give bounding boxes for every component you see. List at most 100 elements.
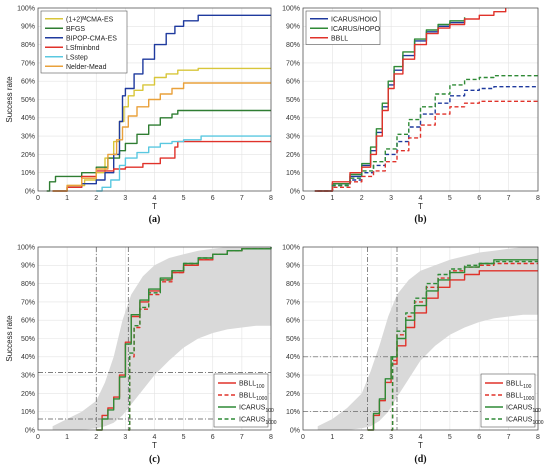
x-tick-label: 3: [123, 434, 127, 441]
y-tick-label: 80%: [286, 42, 300, 49]
series-line-0: [367, 270, 538, 431]
x-tick-label: 0: [301, 434, 305, 441]
legend-entry-subscript: 100: [256, 384, 265, 390]
x-tick-label: 7: [507, 434, 511, 441]
x-tick-label: 4: [153, 195, 157, 202]
legend-entry-subscript: 100: [532, 408, 541, 414]
legend-entry-label: ICARUS: [506, 417, 533, 424]
y-tick-label: 50%: [21, 336, 35, 343]
x-tick-label: 5: [448, 434, 452, 441]
y-tick-label: 30%: [21, 134, 35, 141]
x-tick-label: 0: [36, 195, 40, 202]
y-tick-label: 50%: [286, 97, 300, 104]
x-tick-label: 3: [389, 195, 393, 202]
x-tick-label: 7: [240, 434, 244, 441]
legend-entry-subscript: 1000: [256, 396, 267, 402]
x-axis-label: T: [152, 441, 157, 450]
y-tick-label: 70%: [286, 60, 300, 67]
y-tick-label: 90%: [21, 263, 35, 270]
y-tick-label: 20%: [286, 391, 300, 398]
legend-entry-subscript: 1000: [523, 396, 534, 402]
legend-entry-subscript: 100: [523, 384, 532, 390]
series-line-3: [317, 86, 538, 192]
x-tick-label: 8: [536, 434, 540, 441]
legend-entry: BBLL100: [506, 381, 532, 391]
y-tick-label: 40%: [21, 354, 35, 361]
range-band: [52, 247, 271, 430]
y-tick-label: 20%: [21, 152, 35, 159]
panel-caption: (d): [414, 454, 426, 465]
x-tick-label: 4: [153, 434, 157, 441]
y-tick-label: 90%: [286, 263, 300, 270]
y-tick-label: 10%: [21, 409, 35, 416]
x-tick-label: 5: [182, 195, 186, 202]
x-tick-label: 3: [123, 195, 127, 202]
legend-entry-label: BBLL: [239, 393, 256, 400]
legend-entry: BBLL1000: [506, 393, 534, 403]
y-tick-label: 40%: [21, 115, 35, 122]
x-tick-label: 8: [536, 195, 540, 202]
y-tick-label: 0%: [25, 188, 35, 195]
x-tick-label: 2: [94, 195, 98, 202]
panel-caption: (b): [414, 214, 426, 225]
legend-entry: ICARUS1000: [506, 417, 544, 427]
x-tick-label: 6: [477, 195, 481, 202]
x-tick-label: 1: [65, 434, 69, 441]
y-tick-label: 60%: [286, 79, 300, 86]
y-tick-label: 80%: [21, 281, 35, 288]
panel-a: 0% 10% 20% 30% 40% 50% 60% 70% 80% 90% 100% 0 1 2 3 4 5 6…: [5, 5, 273, 225]
legend-entry: Nelder-Mead: [66, 64, 107, 71]
legend-entry: BBLL1000: [239, 393, 267, 403]
y-tick-label: 60%: [21, 79, 35, 86]
legend-entry: ICARUS1000: [239, 417, 277, 427]
y-tick-label: 30%: [21, 373, 35, 380]
x-tick-label: 2: [94, 434, 98, 441]
legend-entry-label: BBLL: [506, 393, 523, 400]
x-tick-label: 6: [211, 195, 215, 202]
y-tick-label: 40%: [286, 354, 300, 361]
series-line-3: [128, 247, 272, 431]
x-tick-label: 5: [182, 434, 186, 441]
y-tick-label: 60%: [286, 318, 300, 325]
y-tick-label: 10%: [286, 170, 300, 177]
y-tick-label: 50%: [21, 97, 35, 104]
series-line-2: [367, 259, 538, 431]
legend-entry: BIPOP-CMA-ES: [66, 35, 117, 42]
y-tick-label: 70%: [21, 299, 35, 306]
y-tick-label: 30%: [286, 373, 300, 380]
panel-c: 0% 10% 20% 30% 40% 50% 60% 70% 80% 90% 100% 0 1 2 3 4 5 6…: [5, 244, 277, 465]
x-tick-label: 8: [269, 434, 273, 441]
legend-entry: ICARUS/HOIO: [331, 16, 378, 23]
legend-entry-label: BBLL: [506, 381, 523, 388]
legend-entry: BBLL100: [239, 381, 265, 391]
legend-entry-label: BBLL: [239, 381, 256, 388]
legend-entry-subscript: 1000: [532, 420, 543, 426]
panel-caption: (c): [149, 454, 160, 465]
x-tick-label: 4: [419, 195, 423, 202]
plot-frame: [37, 246, 272, 431]
y-tick-label: 30%: [286, 134, 300, 141]
x-tick-label: 6: [477, 434, 481, 441]
series-line-4: [317, 75, 538, 192]
x-tick-label: 2: [360, 195, 364, 202]
x-tick-label: 7: [240, 195, 244, 202]
legend-entry: BBLL: [331, 35, 348, 42]
legend-entry: ICARUS100: [239, 405, 274, 415]
plot-frame: [302, 7, 539, 192]
y-tick-label: 0%: [290, 188, 300, 195]
plot-frame: [37, 7, 272, 192]
legend-entry: BFGS: [66, 26, 85, 33]
legend-entry: LSfminbnd: [66, 45, 100, 52]
legend-entry-label: ICARUS: [239, 417, 266, 424]
y-tick-label: 100%: [282, 5, 300, 12]
x-tick-label: 0: [36, 434, 40, 441]
y-tick-label: 70%: [21, 60, 35, 67]
legend-entry: ICARUS100: [506, 405, 541, 415]
y-tick-label: 100%: [282, 244, 300, 251]
series-line-1: [46, 109, 271, 192]
y-tick-label: 40%: [286, 115, 300, 122]
y-tick-label: 70%: [286, 299, 300, 306]
x-tick-label: 4: [419, 434, 423, 441]
